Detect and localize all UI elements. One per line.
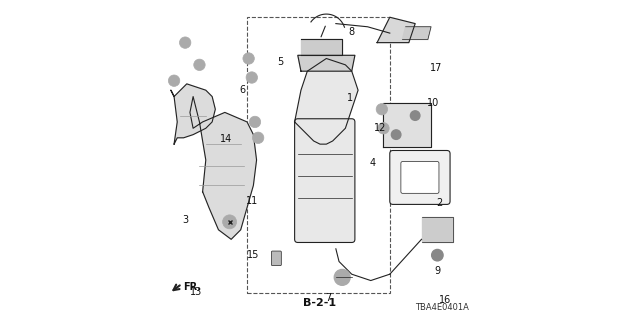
- Polygon shape: [301, 39, 342, 55]
- Polygon shape: [383, 103, 431, 147]
- Polygon shape: [171, 84, 215, 144]
- Text: 7: 7: [325, 293, 331, 303]
- Circle shape: [378, 123, 389, 134]
- Text: 1: 1: [347, 93, 353, 103]
- Text: 12: 12: [374, 123, 387, 133]
- Text: 17: 17: [429, 63, 442, 73]
- Text: 16: 16: [439, 295, 451, 305]
- Circle shape: [410, 111, 420, 120]
- Polygon shape: [403, 27, 431, 39]
- FancyBboxPatch shape: [271, 251, 282, 266]
- Text: TBA4E0401A: TBA4E0401A: [415, 303, 469, 312]
- Circle shape: [194, 59, 205, 70]
- Polygon shape: [298, 55, 355, 71]
- Polygon shape: [422, 217, 453, 243]
- Text: 5: 5: [277, 57, 284, 67]
- Text: 10: 10: [426, 98, 439, 108]
- Circle shape: [168, 75, 180, 86]
- Circle shape: [431, 250, 443, 261]
- Text: 8: 8: [349, 27, 355, 36]
- Polygon shape: [294, 59, 358, 144]
- Circle shape: [392, 130, 401, 140]
- FancyBboxPatch shape: [401, 162, 439, 193]
- Text: 4: 4: [369, 158, 376, 168]
- Circle shape: [249, 116, 260, 128]
- Circle shape: [252, 132, 264, 143]
- Text: FR.: FR.: [184, 282, 202, 292]
- Circle shape: [179, 37, 191, 48]
- Circle shape: [246, 72, 257, 83]
- Polygon shape: [377, 17, 415, 43]
- FancyBboxPatch shape: [390, 150, 450, 204]
- Text: 14: 14: [220, 134, 232, 144]
- Circle shape: [223, 215, 237, 229]
- Text: 15: 15: [247, 250, 260, 260]
- Text: B-2-1: B-2-1: [303, 298, 337, 308]
- Text: 9: 9: [435, 266, 440, 276]
- Circle shape: [376, 104, 388, 115]
- FancyBboxPatch shape: [294, 119, 355, 243]
- Text: 3: 3: [182, 215, 188, 225]
- Circle shape: [334, 269, 350, 285]
- Text: 11: 11: [246, 196, 258, 206]
- Polygon shape: [190, 97, 257, 239]
- Text: 2: 2: [436, 198, 442, 208]
- Circle shape: [243, 53, 254, 64]
- Text: 13: 13: [190, 287, 202, 297]
- Text: 6: 6: [239, 85, 245, 95]
